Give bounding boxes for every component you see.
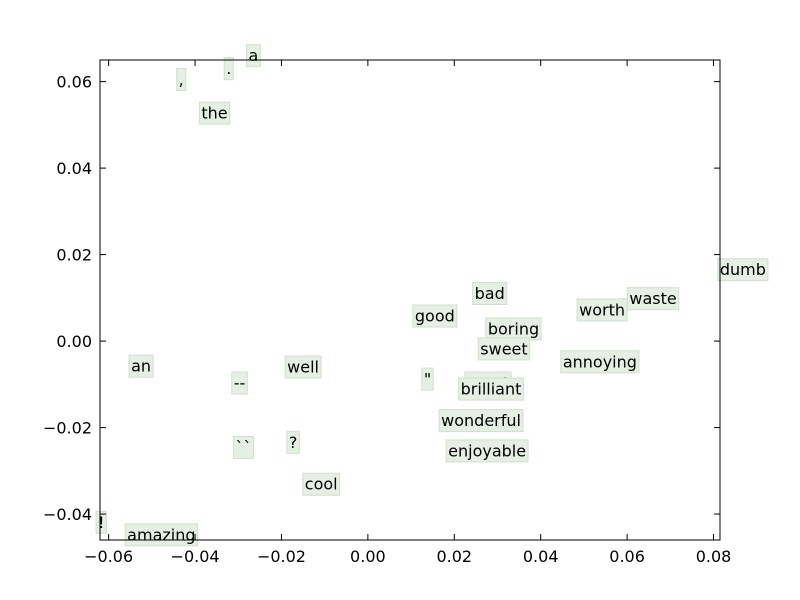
point-box	[223, 57, 234, 81]
point: dumb	[717, 258, 769, 282]
point-box	[176, 67, 187, 91]
point-label: .	[226, 59, 231, 78]
point: well	[284, 355, 322, 379]
point-box	[472, 282, 508, 306]
point: boring	[485, 317, 542, 341]
point-label: cool	[305, 475, 338, 494]
point-box	[286, 430, 300, 454]
point: ?	[286, 430, 300, 454]
point: sweet	[477, 337, 531, 361]
point-box	[284, 355, 322, 379]
x-tick-label: −0.06	[84, 547, 133, 566]
point-box	[717, 258, 769, 282]
point-box	[421, 367, 434, 391]
point-label: "	[424, 370, 431, 389]
point-label: annoying	[563, 352, 637, 371]
y-tick-label: 0.06	[56, 73, 92, 92]
point-label: --	[234, 374, 246, 393]
point-label: bad	[475, 284, 505, 303]
point-box	[477, 337, 531, 361]
point: a	[245, 44, 261, 68]
point-label: boring	[488, 319, 539, 338]
point-box	[438, 409, 524, 433]
point: cool	[302, 472, 341, 496]
point: --	[231, 371, 248, 395]
y-tick-label: 0.00	[56, 332, 92, 351]
point-label: !	[98, 513, 104, 532]
point-box	[95, 510, 108, 534]
point: brilliant	[458, 377, 524, 401]
point-label: a	[248, 46, 258, 65]
point-box	[198, 101, 231, 125]
point-box	[458, 377, 524, 401]
point-box	[302, 472, 341, 496]
point: worth	[576, 298, 628, 322]
point-box	[232, 435, 254, 459]
point: enjoyable	[445, 439, 529, 463]
point-box	[128, 354, 154, 378]
point-label: dumb	[720, 260, 766, 279]
point-label: ?	[289, 433, 298, 452]
x-tick-label: 0.02	[436, 547, 472, 566]
point: .	[223, 57, 234, 81]
point-label: ``	[235, 438, 251, 457]
point: ,	[176, 67, 187, 91]
point: good	[412, 304, 458, 328]
point-label: well	[287, 358, 319, 377]
point: ``	[232, 435, 254, 459]
point-box	[560, 350, 640, 374]
point: "	[421, 367, 434, 391]
point: wonderful	[438, 409, 524, 433]
x-tick-label: 0.04	[523, 547, 559, 566]
point: waste	[626, 287, 680, 311]
x-tick-label: −0.02	[257, 547, 306, 566]
point-box	[445, 439, 529, 463]
y-tick-label: −0.02	[43, 419, 92, 438]
point: annoying	[560, 350, 640, 374]
point-label: worth	[579, 300, 625, 319]
point-label: the	[201, 104, 227, 123]
point-label: amazing	[127, 525, 195, 544]
point-box	[576, 298, 628, 322]
point-label: sweet	[480, 339, 527, 358]
y-tick-label: −0.04	[43, 505, 92, 524]
point-label: waste	[629, 289, 676, 308]
point-box	[231, 371, 248, 395]
point-label: enjoyable	[448, 441, 526, 460]
point-label: ,	[179, 70, 184, 89]
x-tick-label: −0.04	[171, 547, 220, 566]
x-tick-label: 0.08	[696, 547, 732, 566]
y-tick-label: 0.02	[56, 246, 92, 265]
x-tick-label: 0.06	[609, 547, 645, 566]
plot-frame	[99, 59, 721, 541]
point: amazing	[124, 523, 199, 547]
point-box	[245, 44, 261, 68]
point-label: wonderful	[441, 411, 521, 430]
point-box	[412, 304, 458, 328]
point: !	[95, 510, 108, 534]
point-label: brilliant	[461, 380, 522, 399]
point-label: good	[415, 307, 455, 326]
point: an	[128, 354, 154, 378]
ticks-layer: −0.06 −0.04 −0.02 0.00 0.02 0.04 0.06 0.08 −0.04…	[43, 60, 731, 566]
x-tick-label: 0.00	[350, 547, 386, 566]
point-label: an	[131, 357, 151, 376]
y-tick-label: 0.04	[56, 159, 92, 178]
point: the	[198, 101, 231, 125]
point: bad	[472, 282, 508, 306]
